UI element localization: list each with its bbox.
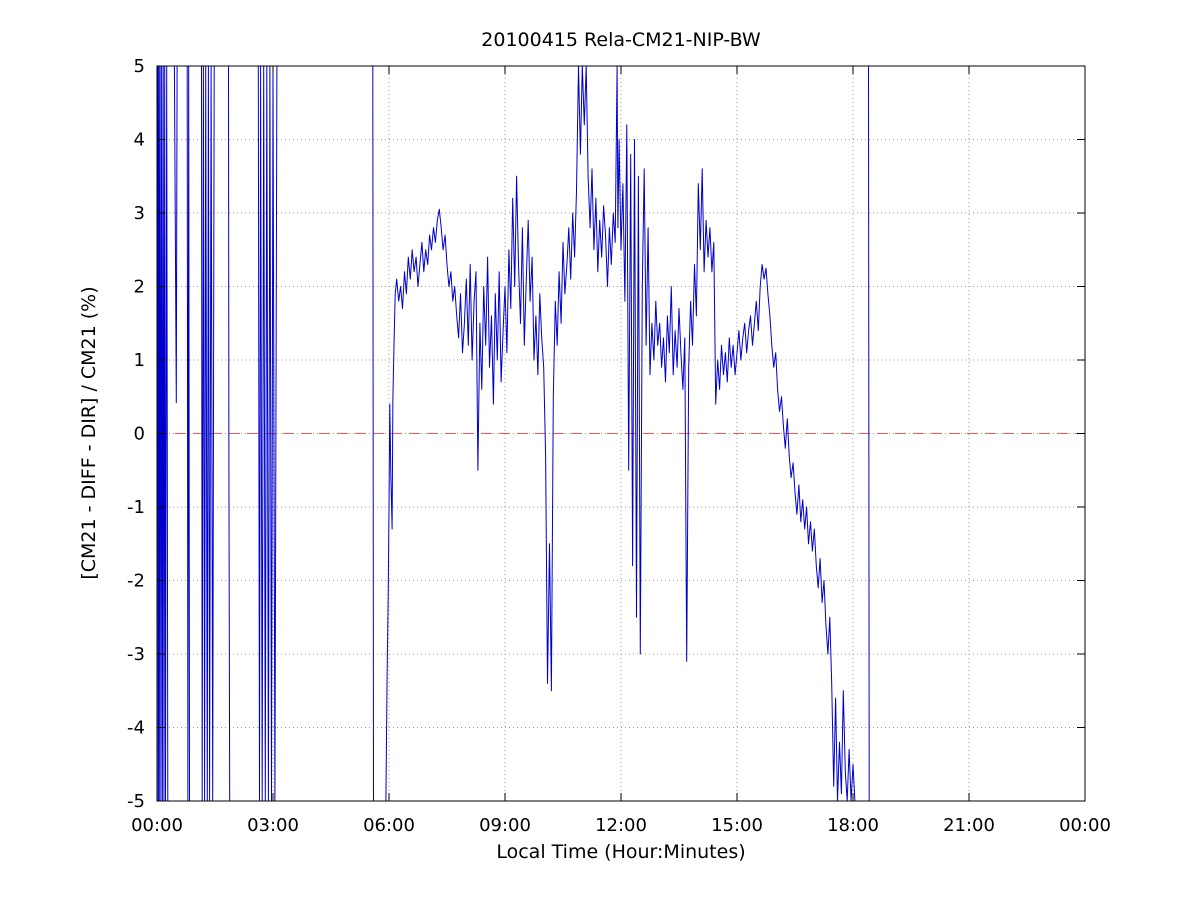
chart-title: 20100415 Rela-CM21-NIP-BW — [481, 29, 761, 51]
y-tick-label: 3 — [134, 203, 145, 224]
y-tick-label: 5 — [134, 56, 145, 77]
y-tick-label: 2 — [134, 277, 145, 298]
y-tick-label: -1 — [127, 497, 145, 518]
y-tick-label: -3 — [127, 644, 145, 665]
x-tick-label: 12:00 — [595, 815, 647, 836]
y-tick-label: 0 — [134, 424, 145, 445]
x-tick-label: 18:00 — [827, 815, 879, 836]
y-tick-label: 1 — [134, 350, 145, 371]
y-tick-label: -4 — [127, 718, 145, 739]
y-tick-label: 4 — [134, 130, 145, 151]
y-tick-label: -2 — [127, 571, 145, 592]
x-tick-label: 21:00 — [943, 815, 995, 836]
x-tick-label: 09:00 — [479, 815, 531, 836]
x-tick-label: 03:00 — [247, 815, 299, 836]
x-tick-label: 15:00 — [711, 815, 763, 836]
x-tick-label: 06:00 — [363, 815, 415, 836]
y-tick-label: -5 — [127, 791, 145, 812]
x-tick-label: 00:00 — [131, 815, 183, 836]
x-tick-label: 00:00 — [1059, 815, 1111, 836]
x-axis-label: Local Time (Hour:Minutes) — [496, 841, 745, 863]
y-axis-label: [CM21 - DIFF - DIR] / CM21 (%) — [78, 286, 100, 579]
